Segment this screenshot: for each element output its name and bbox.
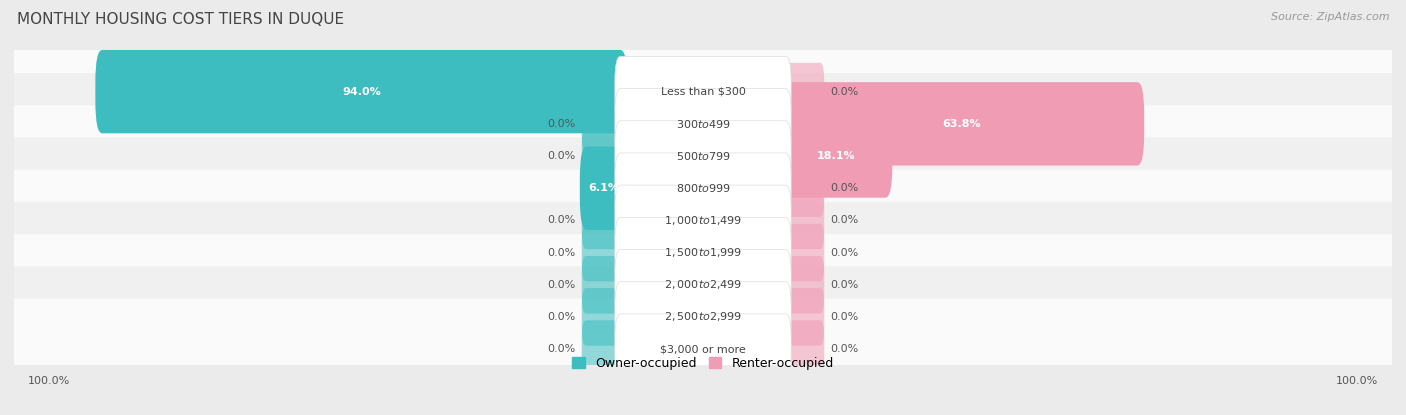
Text: 0.0%: 0.0% <box>831 344 859 354</box>
Text: 0.0%: 0.0% <box>831 312 859 322</box>
FancyBboxPatch shape <box>614 282 792 352</box>
Text: 0.0%: 0.0% <box>547 312 575 322</box>
Text: 0.0%: 0.0% <box>831 248 859 258</box>
Text: $800 to $999: $800 to $999 <box>675 182 731 194</box>
FancyBboxPatch shape <box>782 288 824 346</box>
FancyBboxPatch shape <box>614 88 792 159</box>
Text: 0.0%: 0.0% <box>547 248 575 258</box>
FancyBboxPatch shape <box>582 320 624 378</box>
FancyBboxPatch shape <box>782 320 824 378</box>
Text: 0.0%: 0.0% <box>831 87 859 97</box>
FancyBboxPatch shape <box>614 249 792 320</box>
Text: 0.0%: 0.0% <box>547 344 575 354</box>
Text: 0.0%: 0.0% <box>831 215 859 225</box>
Text: 0.0%: 0.0% <box>831 183 859 193</box>
Text: $1,500 to $1,999: $1,500 to $1,999 <box>664 246 742 259</box>
FancyBboxPatch shape <box>779 114 893 198</box>
FancyBboxPatch shape <box>582 95 624 153</box>
FancyBboxPatch shape <box>6 105 1400 207</box>
FancyBboxPatch shape <box>6 170 1400 271</box>
FancyBboxPatch shape <box>579 146 627 230</box>
Text: 18.1%: 18.1% <box>817 151 855 161</box>
Text: MONTHLY HOUSING COST TIERS IN DUQUE: MONTHLY HOUSING COST TIERS IN DUQUE <box>17 12 344 27</box>
Text: $1,000 to $1,499: $1,000 to $1,499 <box>664 214 742 227</box>
Text: $2,500 to $2,999: $2,500 to $2,999 <box>664 310 742 323</box>
FancyBboxPatch shape <box>782 256 824 314</box>
Text: $500 to $799: $500 to $799 <box>675 150 731 162</box>
Text: 0.0%: 0.0% <box>547 151 575 161</box>
Text: $2,000 to $2,499: $2,000 to $2,499 <box>664 278 742 291</box>
FancyBboxPatch shape <box>782 159 824 217</box>
FancyBboxPatch shape <box>6 298 1400 400</box>
Text: 100.0%: 100.0% <box>1336 376 1378 386</box>
FancyBboxPatch shape <box>582 192 624 249</box>
Text: Less than $300: Less than $300 <box>661 87 745 97</box>
FancyBboxPatch shape <box>6 41 1400 142</box>
FancyBboxPatch shape <box>782 63 824 120</box>
FancyBboxPatch shape <box>96 50 627 133</box>
FancyBboxPatch shape <box>614 314 792 384</box>
Text: $300 to $499: $300 to $499 <box>675 118 731 130</box>
FancyBboxPatch shape <box>6 73 1400 175</box>
FancyBboxPatch shape <box>779 82 1144 166</box>
Text: Source: ZipAtlas.com: Source: ZipAtlas.com <box>1271 12 1389 22</box>
Text: 0.0%: 0.0% <box>831 280 859 290</box>
FancyBboxPatch shape <box>582 256 624 314</box>
Text: 100.0%: 100.0% <box>28 376 70 386</box>
FancyBboxPatch shape <box>614 121 792 191</box>
FancyBboxPatch shape <box>614 185 792 256</box>
Text: 6.1%: 6.1% <box>588 183 619 193</box>
Text: 0.0%: 0.0% <box>547 119 575 129</box>
FancyBboxPatch shape <box>582 224 624 281</box>
FancyBboxPatch shape <box>6 202 1400 303</box>
Legend: Owner-occupied, Renter-occupied: Owner-occupied, Renter-occupied <box>568 352 838 375</box>
FancyBboxPatch shape <box>782 224 824 281</box>
Text: 0.0%: 0.0% <box>547 215 575 225</box>
FancyBboxPatch shape <box>614 153 792 223</box>
Text: 63.8%: 63.8% <box>942 119 981 129</box>
FancyBboxPatch shape <box>6 137 1400 239</box>
FancyBboxPatch shape <box>6 266 1400 368</box>
FancyBboxPatch shape <box>6 234 1400 335</box>
FancyBboxPatch shape <box>614 217 792 288</box>
FancyBboxPatch shape <box>614 56 792 127</box>
FancyBboxPatch shape <box>582 288 624 346</box>
FancyBboxPatch shape <box>582 127 624 185</box>
Text: $3,000 or more: $3,000 or more <box>661 344 745 354</box>
Text: 94.0%: 94.0% <box>342 87 381 97</box>
Text: 0.0%: 0.0% <box>547 280 575 290</box>
FancyBboxPatch shape <box>782 192 824 249</box>
